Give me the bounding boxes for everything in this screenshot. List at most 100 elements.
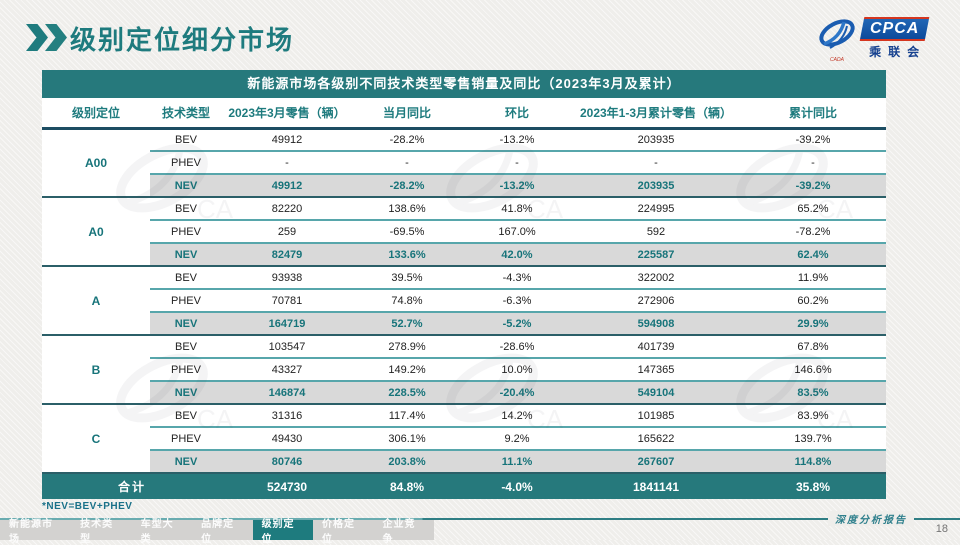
- column-header: 2023年3月零售（辆）: [222, 98, 352, 130]
- value-cell: 147365: [572, 358, 740, 382]
- value-cell: 167.0%: [462, 220, 572, 244]
- value-cell: 83.5%: [740, 381, 886, 405]
- logo-cn-name: 乘联会: [869, 44, 927, 59]
- value-cell: 83.9%: [740, 404, 886, 428]
- table-row: A00 BEV 49912 -28.2% -13.2% 203935 -39.2…: [42, 128, 886, 198]
- nav-tab-brand-positioning[interactable]: 品牌定位: [201, 519, 235, 545]
- tech-type-cell: BEV: [150, 128, 222, 152]
- value-cell: -4.3%: [462, 266, 572, 290]
- table-row: PHEV 259 -69.5% 167.0% 592 -78.2%: [42, 220, 886, 244]
- value-cell: -39.2%: [740, 174, 886, 198]
- value-cell: 82479: [222, 243, 352, 267]
- value-cell: 31316: [222, 404, 352, 428]
- logo-sub-text: CADA: [830, 56, 844, 63]
- value-cell: -: [222, 151, 352, 175]
- group-label: C: [42, 404, 150, 474]
- value-cell: 228.5%: [352, 381, 462, 405]
- nav-tab-class-positioning[interactable]: 级别定位: [252, 519, 314, 545]
- column-header: 级别定位: [42, 98, 150, 130]
- value-cell: 139.7%: [740, 427, 886, 451]
- table-row: A0 BEV 82220 138.6% 41.8% 224995 65.2%: [42, 197, 886, 267]
- group-label: A0: [42, 197, 150, 267]
- value-cell: 42.0%: [462, 243, 572, 267]
- value-cell: 11.9%: [740, 266, 886, 290]
- value-cell: 203935: [572, 174, 740, 198]
- table-row: A BEV 93938 39.5% -4.3% 322002 11.9%: [42, 266, 886, 336]
- value-cell: 203.8%: [352, 450, 462, 474]
- value-cell: -: [740, 151, 886, 175]
- value-cell: -78.2%: [740, 220, 886, 244]
- value-cell: 138.6%: [352, 197, 462, 221]
- value-cell: 278.9%: [352, 335, 462, 359]
- value-cell: 149.2%: [352, 358, 462, 382]
- tech-type-cell: PHEV: [150, 220, 222, 244]
- value-cell: 9.2%: [462, 427, 572, 451]
- value-cell: 10.0%: [462, 358, 572, 382]
- value-cell: -20.4%: [462, 381, 572, 405]
- sales-table: 级别定位 技术类型 2023年3月零售（辆） 当月同比 环比 2023年1-3月…: [42, 98, 886, 499]
- data-table-container: 新能源市场各级别不同技术类型零售销量及同比（2023年3月及累计） 级别定位 技…: [42, 70, 886, 499]
- value-cell: 39.5%: [352, 266, 462, 290]
- tech-type-cell: NEV: [150, 243, 222, 267]
- value-cell: 306.1%: [352, 427, 462, 451]
- column-header: 2023年1-3月累计零售（辆）: [572, 98, 740, 130]
- value-cell: 60.2%: [740, 289, 886, 313]
- value-cell: 67.8%: [740, 335, 886, 359]
- chevron-right-icon: [45, 24, 67, 51]
- value-cell: 146874: [222, 381, 352, 405]
- tech-type-cell: PHEV: [150, 358, 222, 382]
- report-label: 深度分析报告: [828, 511, 914, 526]
- value-cell: -28.6%: [462, 335, 572, 359]
- table-row: B BEV 103547 278.9% -28.6% 401739 67.8%: [42, 335, 886, 405]
- nav-tab-enterprise-competition[interactable]: 企业竞争: [382, 519, 416, 545]
- value-cell: 11.1%: [462, 450, 572, 474]
- value-cell: 117.4%: [352, 404, 462, 428]
- value-cell: 549104: [572, 381, 740, 405]
- value-cell: 80746: [222, 450, 352, 474]
- tech-type-cell: PHEV: [150, 427, 222, 451]
- page-number: 18: [935, 523, 948, 535]
- tech-type-cell: BEV: [150, 404, 222, 428]
- tech-type-cell: BEV: [150, 266, 222, 290]
- value-cell: 35.8%: [740, 473, 886, 499]
- table-header-row: 级别定位 技术类型 2023年3月零售（辆） 当月同比 环比 2023年1-3月…: [42, 98, 886, 130]
- table-row: NEV 164719 52.7% -5.2% 594908 29.9%: [42, 312, 886, 336]
- value-cell: 224995: [572, 197, 740, 221]
- value-cell: -69.5%: [352, 220, 462, 244]
- value-cell: 49430: [222, 427, 352, 451]
- value-cell: 114.8%: [740, 450, 886, 474]
- total-label: 合计: [42, 473, 222, 499]
- nav-tab-tech-type[interactable]: 技术类型: [80, 519, 114, 545]
- tech-type-cell: BEV: [150, 335, 222, 359]
- nav-tab-new-energy-market[interactable]: 新能源市场: [9, 519, 53, 545]
- value-cell: 41.8%: [462, 197, 572, 221]
- value-cell: 103547: [222, 335, 352, 359]
- value-cell: -5.2%: [462, 312, 572, 336]
- tech-type-cell: NEV: [150, 312, 222, 336]
- value-cell: 49912: [222, 174, 352, 198]
- column-header: 技术类型: [150, 98, 222, 130]
- value-cell: 49912: [222, 128, 352, 152]
- value-cell: 93938: [222, 266, 352, 290]
- footnote: *NEV=BEV+PHEV: [42, 501, 133, 512]
- table-row: PHEV 43327 149.2% 10.0% 147365 146.6%: [42, 358, 886, 382]
- table-title: 新能源市场各级别不同技术类型零售销量及同比（2023年3月及累计）: [42, 70, 886, 98]
- nav-tab-price-positioning[interactable]: 价格定位: [322, 519, 356, 545]
- group-label: B: [42, 335, 150, 405]
- nav-tab-model-category[interactable]: 车型大类: [140, 519, 174, 545]
- value-cell: -28.2%: [352, 174, 462, 198]
- group-label: A00: [42, 128, 150, 198]
- cpca-logo: CADA CPCA 乘联会: [814, 13, 942, 63]
- tech-type-cell: BEV: [150, 197, 222, 221]
- table-row: PHEV - - - - -: [42, 151, 886, 175]
- bottom-divider: [0, 518, 960, 520]
- group-label: A: [42, 266, 150, 336]
- column-header: 环比: [462, 98, 572, 130]
- value-cell: 322002: [572, 266, 740, 290]
- value-cell: 225587: [572, 243, 740, 267]
- value-cell: 1841141: [572, 473, 740, 499]
- tech-type-cell: PHEV: [150, 289, 222, 313]
- value-cell: 65.2%: [740, 197, 886, 221]
- value-cell: 259: [222, 220, 352, 244]
- value-cell: 29.9%: [740, 312, 886, 336]
